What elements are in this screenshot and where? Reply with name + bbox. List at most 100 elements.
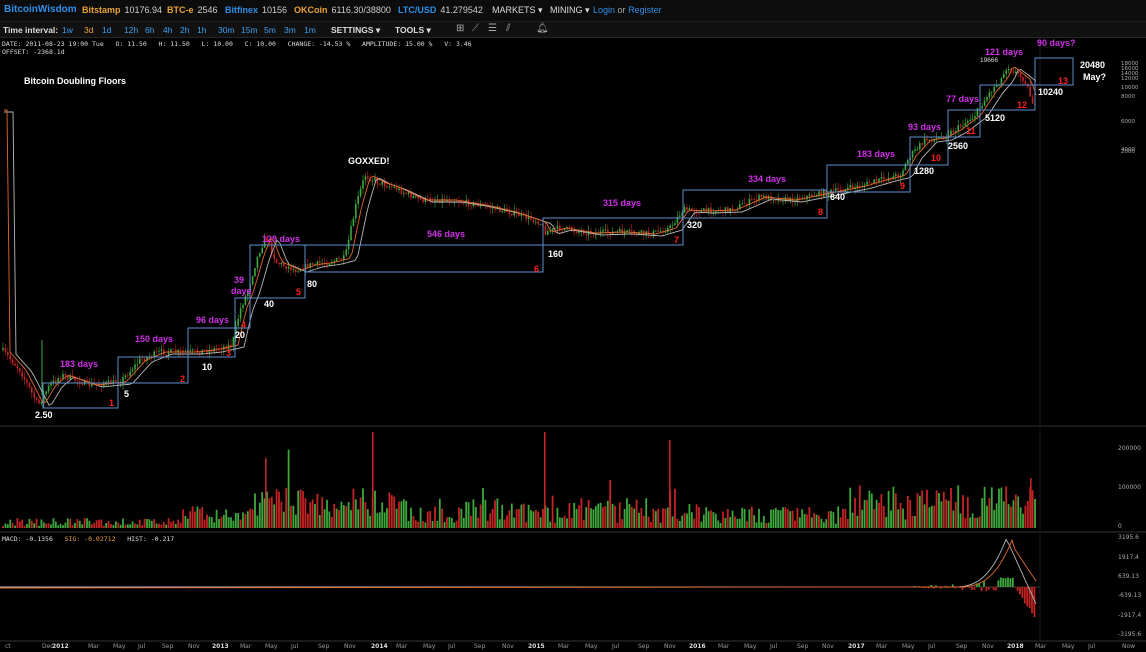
volume-bar [875,499,878,528]
candle-body [43,394,45,402]
candle-body [712,213,715,215]
candle-body [988,92,991,97]
time-tick-mar: Mar [240,643,252,650]
volume-bar [777,509,780,528]
volume-bar [458,507,460,528]
time-tick-sep: Sep [956,643,968,650]
interval-30m[interactable]: 30m [218,25,235,35]
interval-3d[interactable]: 3d [84,25,94,35]
candle-body [165,354,167,356]
tools-menu[interactable]: TOOLS ▾ [395,25,431,35]
candle-body [1012,71,1015,73]
ticker-bitfinex[interactable]: Bitfinex 10156 [225,5,287,15]
volume-bar [198,509,201,528]
macd-hist: HIST: -0.217 [127,535,175,543]
volume-bar [81,524,84,528]
volume-bar [1031,490,1034,528]
candle-body [446,200,448,202]
interval-4h[interactable]: 4h [163,25,173,35]
volume-bar [962,495,964,528]
volume-bar [9,519,12,528]
crosshair-icon[interactable]: ⊞ [456,23,465,34]
macd-hist-bar [1021,587,1024,598]
volume-bar [558,517,561,528]
interval-1w[interactable]: 1w [62,25,73,35]
line-tool-icon[interactable]: ⟋ [472,23,479,34]
candle-body [676,216,679,224]
candle-body [455,202,458,203]
ticker-okcoin[interactable]: OKCoin 6116.30/38800 [294,5,391,15]
candle-body [460,202,463,204]
candle-body [640,230,643,233]
volume-bar [100,519,103,528]
candle-body [434,200,436,203]
interval-1h[interactable]: 1h [197,25,207,35]
alert-bell-icon[interactable]: 🔔︎ [536,23,549,34]
candle-body [751,198,753,200]
volume-spike [265,458,267,528]
interval-3m[interactable]: 3m [284,25,296,35]
volume-bar [933,505,936,528]
candle-body [19,368,21,372]
interval-12h[interactable]: 12h [124,25,139,35]
login-link[interactable]: Login [593,5,616,15]
hlines-tool-icon[interactable]: ☰ [488,23,497,34]
candle-body [326,263,328,266]
price-tick-16000: 16000 [1121,66,1139,72]
ticker-btce[interactable]: BTC-e 2546 [167,5,218,15]
fib-tool-icon[interactable]: ⫽ [506,23,511,34]
interval-15m[interactable]: 15m [241,25,258,35]
volume-bar [280,501,283,528]
register-link[interactable]: Register [628,5,662,15]
volume-bar [580,498,583,528]
macd-hist-bar [1002,577,1005,587]
interval-6h[interactable]: 6h [145,25,155,35]
time-tick-2012: 2012 [52,643,69,650]
ticker-ltcusd[interactable]: LTC/USD 41.279542 [398,5,483,15]
interval-5m[interactable]: 5m [264,25,276,35]
days-label-2: 150 days [135,334,173,344]
volume-bar [974,517,976,528]
markets-menu[interactable]: MARKETS ▾ [492,5,543,15]
volume-bar [774,507,777,528]
interval-1d[interactable]: 1d [102,25,112,35]
candle-body [412,195,415,198]
volume-bar [364,501,367,528]
doubling-box [909,136,949,166]
candle-body [50,383,52,387]
volume-bar [107,521,110,528]
volume-bar [789,511,792,528]
candle-body [230,344,232,347]
price-label-20: 20 [235,330,245,340]
macd-hist-bar [927,587,930,589]
mining-menu[interactable]: MINING ▾ [550,5,590,15]
macd-hist-bar [999,577,1002,587]
volume-bar [2,525,4,528]
candle-info: DATE: 2011-08-23 19:00 Tue O: 11.50 H: 1… [2,40,472,56]
volume-bar [90,524,93,528]
candle-body [93,383,95,385]
interval-1m[interactable]: 1m [304,25,316,35]
candle-body [703,208,705,211]
volume-bar [443,522,446,528]
price-label-10240: 10240 [1038,87,1063,97]
candle-body [794,201,796,203]
macd-hist-bar [1011,577,1014,587]
candle-body [513,210,515,216]
candle-body [808,194,811,196]
candle-body [254,268,256,277]
volume-bar [117,522,120,528]
volume-bar [990,487,993,528]
ticker-bitstamp[interactable]: Bitstamp 10176.94 [82,5,162,15]
volume-bar [369,515,372,528]
pane-dividers [0,38,1146,642]
volume-bar [50,524,52,528]
volume-bar [62,525,64,528]
candle-body [871,183,873,185]
volume-bar [52,518,55,528]
settings-menu[interactable]: SETTINGS ▾ [331,25,381,35]
volume-bar [964,518,967,528]
brand-logo[interactable]: BitcoinWisdom [4,4,77,15]
interval-2h[interactable]: 2h [180,25,190,35]
